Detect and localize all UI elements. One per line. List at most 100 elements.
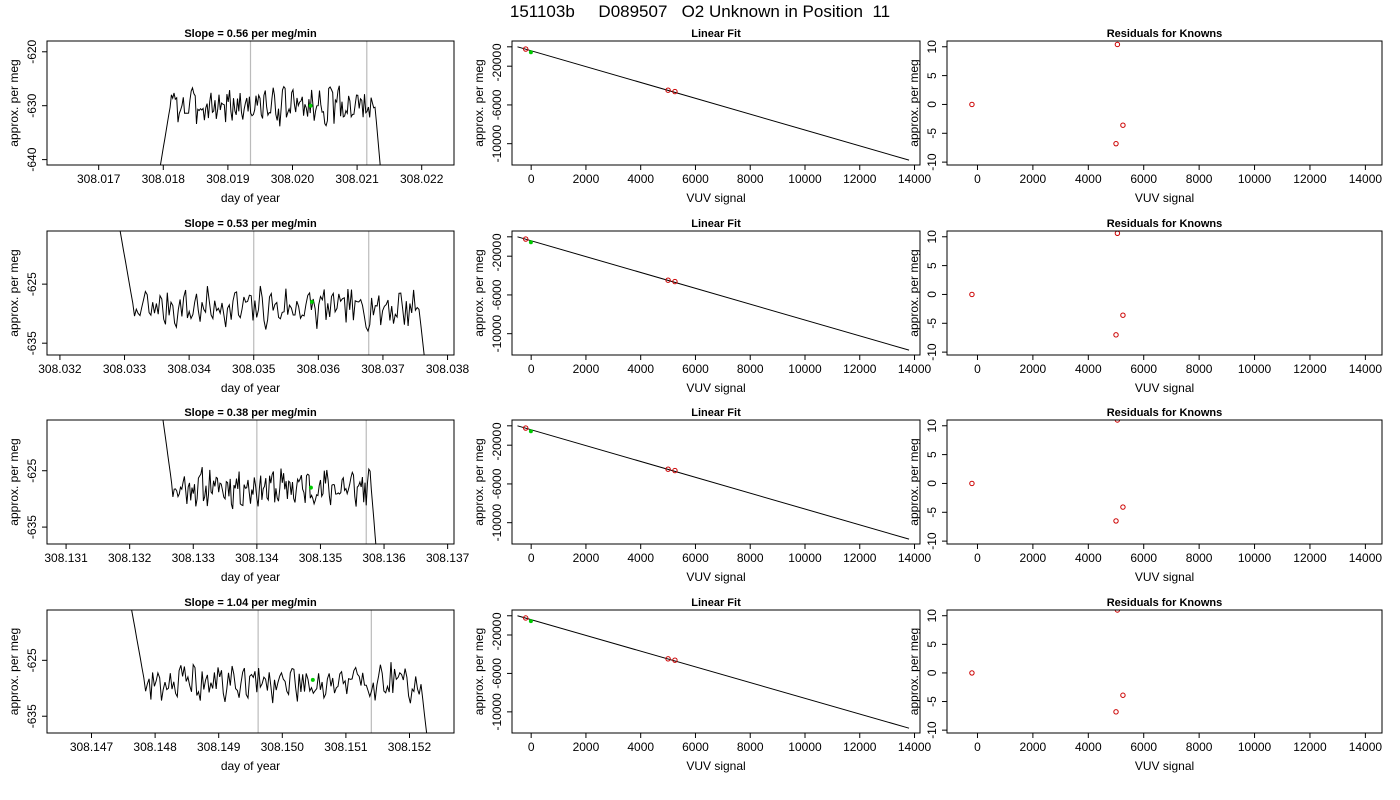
y-tick-label: -5 bbox=[925, 507, 939, 518]
known-point bbox=[1120, 692, 1126, 698]
x-tick-label: 308.134 bbox=[235, 551, 279, 565]
y-tick-label: 0 bbox=[490, 43, 504, 50]
y-tick-label: -10000 bbox=[490, 125, 504, 163]
known-point bbox=[1114, 231, 1121, 237]
chart-panel-2-2: Linear Fit VUV signal approx. per meg 0 2000… bbox=[472, 218, 932, 395]
x-axis-label: day of year bbox=[221, 759, 280, 773]
x-tick-label: 0 bbox=[528, 551, 535, 565]
y-tick-label: -635 bbox=[25, 704, 39, 728]
x-tick-label: 308.032 bbox=[38, 362, 82, 376]
plot-frame bbox=[511, 419, 921, 545]
x-tick-label: 308.150 bbox=[261, 740, 305, 754]
known-point bbox=[665, 277, 671, 283]
x-tick-label: 0 bbox=[974, 740, 981, 754]
chart-panel-1-1: Slope = 0.56 per meg/min day of year appro… bbox=[7, 28, 455, 205]
known-point bbox=[1113, 332, 1119, 338]
plot-area bbox=[159, 41, 381, 165]
y-tick-label: -5 bbox=[925, 128, 939, 139]
chart-title: Residuals for Knowns bbox=[1107, 28, 1223, 40]
x-tick-label: 14000 bbox=[1349, 551, 1383, 565]
plot-frame bbox=[511, 40, 921, 166]
x-tick-label: 8000 bbox=[737, 362, 764, 376]
y-tick-label: 0 bbox=[490, 612, 504, 619]
x-tick-label: 10000 bbox=[788, 740, 822, 754]
y-tick-label: -2000 bbox=[490, 430, 504, 461]
plot-frame bbox=[46, 609, 455, 734]
known-point bbox=[1113, 518, 1119, 524]
x-tick-label: 308.033 bbox=[103, 362, 147, 376]
known-point bbox=[1120, 312, 1126, 318]
chart-panel-3-2: Residuals for Knowns VUV signal approx. pe… bbox=[907, 218, 1383, 395]
x-tick-label: 2000 bbox=[1020, 740, 1047, 754]
x-tick-label: 308.018 bbox=[142, 172, 186, 186]
fit-line bbox=[517, 615, 910, 729]
chart-title: Slope = 0.38 per meg/min bbox=[184, 407, 317, 419]
x-tick-label: 308.137 bbox=[426, 551, 470, 565]
x-tick-label: 6000 bbox=[1130, 362, 1157, 376]
x-tick-label: 0 bbox=[528, 740, 535, 754]
y-tick-label: -625 bbox=[25, 648, 39, 672]
x-tick-label: 308.135 bbox=[299, 551, 343, 565]
y-tick-label: -10 bbox=[925, 721, 939, 739]
x-tick-label: 12000 bbox=[843, 740, 877, 754]
plot-frame bbox=[946, 40, 1383, 166]
data-trace bbox=[119, 231, 425, 355]
fit-line bbox=[517, 425, 910, 540]
y-tick-label: -10000 bbox=[490, 693, 504, 731]
x-tick-label: 308.021 bbox=[335, 172, 379, 186]
x-tick-label: 12000 bbox=[843, 172, 877, 186]
x-tick-label: 8000 bbox=[1186, 740, 1213, 754]
x-tick-label: 308.151 bbox=[324, 740, 368, 754]
x-tick-label: 4000 bbox=[627, 740, 654, 754]
plot-area bbox=[162, 420, 377, 544]
y-axis-label: approx. per meg bbox=[7, 438, 21, 525]
plot-area bbox=[969, 231, 1126, 338]
y-tick-label: -635 bbox=[25, 331, 39, 355]
known-point bbox=[1120, 504, 1126, 510]
x-tick-label: 10000 bbox=[1238, 172, 1272, 186]
x-tick-label: 8000 bbox=[1186, 172, 1213, 186]
x-axis-label: VUV signal bbox=[686, 570, 745, 584]
y-tick-label: 5 bbox=[925, 72, 939, 79]
chart-panel-2-4: Linear Fit VUV signal approx. per meg 0 2000… bbox=[472, 597, 932, 773]
y-tick-label: 0 bbox=[490, 233, 504, 240]
x-tick-label: 6000 bbox=[1130, 740, 1157, 754]
chart-panel-3-3: Residuals for Knowns VUV signal approx. pe… bbox=[907, 407, 1383, 584]
plot-frame bbox=[46, 230, 455, 356]
plot-frame bbox=[511, 609, 921, 734]
y-tick-label: -625 bbox=[25, 272, 39, 296]
x-tick-label: 6000 bbox=[682, 362, 709, 376]
known-point bbox=[672, 278, 678, 285]
unknown-point bbox=[528, 619, 533, 624]
plot-frame bbox=[511, 230, 921, 356]
y-axis-label: approx. per meg bbox=[472, 249, 486, 336]
chart-title: Linear Fit bbox=[691, 597, 741, 609]
plot-frame bbox=[946, 609, 1383, 734]
y-tick-label: -10000 bbox=[490, 315, 504, 353]
y-tick-label: -625 bbox=[25, 458, 39, 482]
unknown-point bbox=[528, 240, 533, 245]
x-tick-label: 14000 bbox=[898, 362, 932, 376]
x-axis-label: VUV signal bbox=[1135, 759, 1194, 773]
plot-frame bbox=[46, 40, 455, 166]
known-point bbox=[522, 615, 529, 621]
x-axis-label: VUV signal bbox=[1135, 191, 1194, 205]
x-tick-label: 12000 bbox=[1293, 551, 1327, 565]
plot-frame bbox=[46, 419, 455, 545]
plot-area bbox=[517, 46, 910, 161]
x-tick-label: 12000 bbox=[843, 362, 877, 376]
y-tick-label: 5 bbox=[925, 262, 939, 269]
chart-panel-3-1: Residuals for Knowns VUV signal approx. pe… bbox=[907, 28, 1383, 205]
plot-area bbox=[131, 610, 428, 733]
mean-marker bbox=[308, 485, 313, 490]
known-point bbox=[522, 425, 529, 431]
known-point bbox=[1114, 41, 1121, 48]
x-tick-label: 10000 bbox=[1238, 551, 1272, 565]
x-tick-label: 6000 bbox=[1130, 172, 1157, 186]
unknown-point bbox=[528, 50, 533, 55]
y-axis-label: approx. per meg bbox=[907, 59, 921, 146]
chart-title: Residuals for Knowns bbox=[1107, 407, 1223, 419]
plot-area bbox=[517, 425, 910, 540]
x-tick-label: 308.020 bbox=[271, 172, 315, 186]
x-axis-label: day of year bbox=[221, 381, 280, 395]
